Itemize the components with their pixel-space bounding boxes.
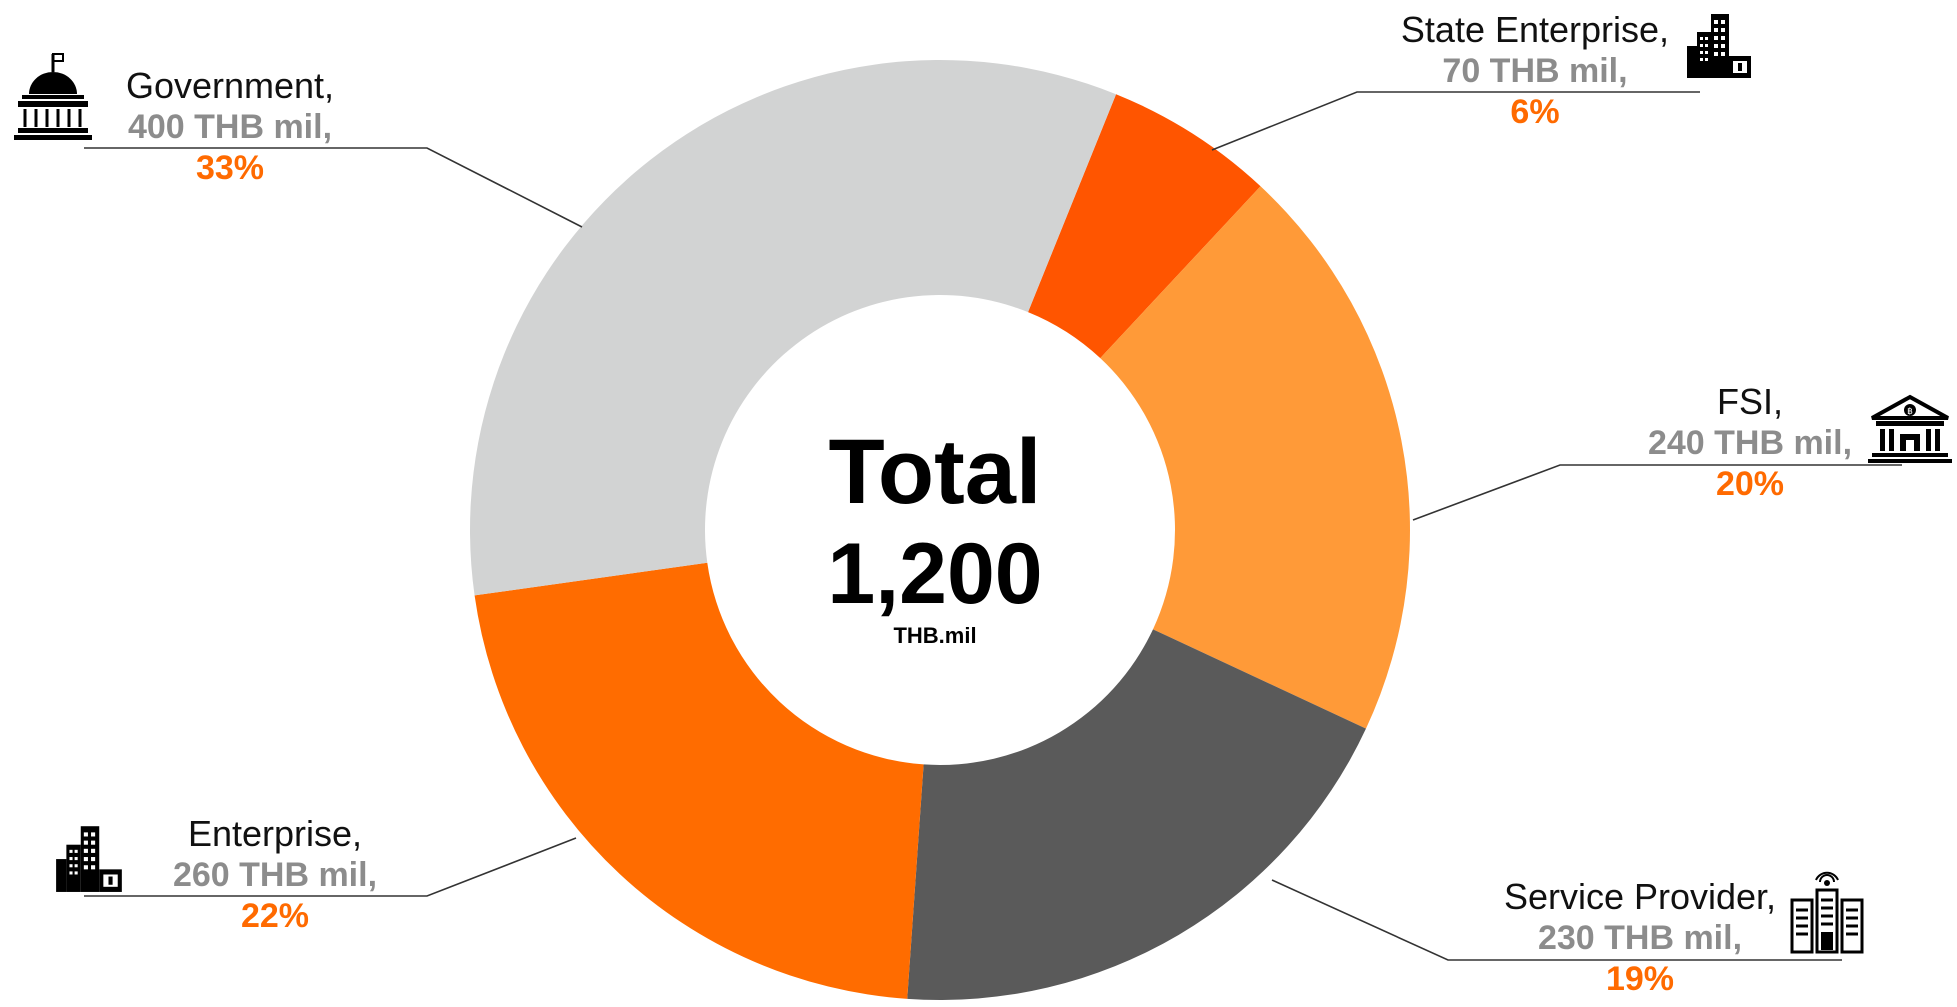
- bank-icon: ฿: [1868, 394, 1952, 463]
- leader-line-government: [84, 147, 583, 228]
- category-name: Enterprise,: [187, 813, 363, 854]
- leader-line-state-enterprise: [1211, 91, 1700, 151]
- category-amount: 240 THB mil,: [1647, 424, 1853, 463]
- category-percent: 6%: [1510, 92, 1560, 131]
- label-fsi: FSI, 240 THB mil, 20%: [1615, 380, 1885, 505]
- category-amount: 70 THB mil,: [1442, 52, 1628, 91]
- category-percent: 19%: [1605, 959, 1675, 998]
- leader-line-enterprise: [84, 837, 577, 897]
- office-buildings-icon: [56, 826, 122, 892]
- leader-line-fsi: [1412, 464, 1902, 521]
- server-tower-icon: [1790, 871, 1864, 954]
- donut-slice-service-provider: [907, 629, 1366, 1000]
- category-name: State Enterprise,: [1400, 9, 1670, 50]
- label-government: Government, 400 THB mil, 33%: [105, 64, 355, 189]
- category-name: FSI,: [1716, 381, 1783, 422]
- center-total-value: 1,200: [827, 526, 1043, 622]
- leader-line-service-provider: [1271, 879, 1842, 961]
- office-buildings-icon: [1687, 14, 1751, 78]
- donut-slice-enterprise: [474, 562, 924, 999]
- donut-slice-fsi: [1100, 186, 1410, 729]
- svg-text:฿: ฿: [1907, 407, 1913, 417]
- government-building-icon: [14, 53, 92, 140]
- category-amount: 260 THB mil,: [172, 856, 378, 895]
- label-state-enterprise: State Enterprise, 70 THB mil, 6%: [1390, 8, 1680, 133]
- label-enterprise: Enterprise, 260 THB mil, 22%: [150, 812, 400, 937]
- category-percent: 33%: [195, 148, 265, 187]
- category-percent: 22%: [240, 896, 310, 935]
- center-total-unit: THB.mil: [893, 623, 977, 648]
- center-total-label: Total: [828, 421, 1042, 523]
- category-name: Service Provider,: [1503, 876, 1777, 917]
- donut-slice-state-enterprise: [1028, 94, 1261, 359]
- category-percent: 20%: [1715, 464, 1785, 503]
- label-service-provider: Service Provider, 230 THB mil, 19%: [1480, 875, 1800, 1000]
- category-name: Government,: [125, 65, 335, 106]
- category-amount: 230 THB mil,: [1537, 919, 1743, 958]
- category-amount: 400 THB mil,: [127, 108, 333, 147]
- donut-slice-government: [470, 60, 1117, 596]
